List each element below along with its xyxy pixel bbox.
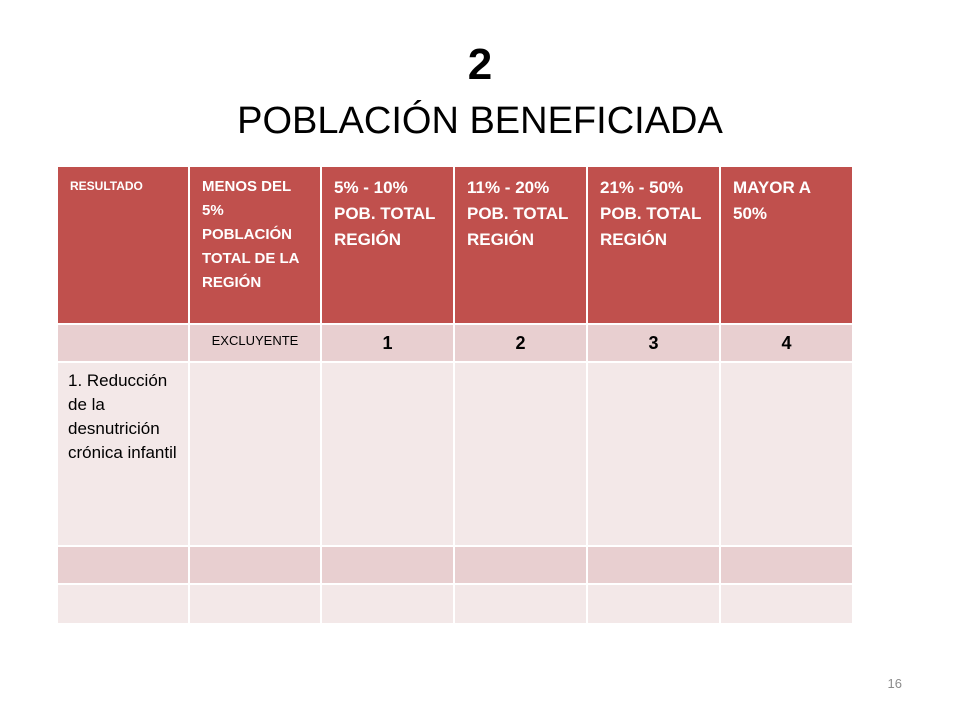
slide-title: 2 POBLACIÓN BENEFICIADA <box>0 38 960 146</box>
table-cell <box>719 583 854 625</box>
header-cell-resultado: RESULTADO <box>56 165 190 325</box>
table-cell <box>719 545 854 585</box>
table-cell <box>453 583 588 625</box>
table-cell <box>320 583 455 625</box>
level-cell-empty <box>56 323 190 363</box>
table-cell <box>586 361 721 547</box>
header-cell-menos-5: MENOS DEL 5% POBLACIÓN TOTAL DE LA REGIÓ… <box>188 165 322 325</box>
title-number: 2 <box>467 40 493 89</box>
level-cell-2: 2 <box>453 323 588 363</box>
header-cell-mayor-50: MAYOR A 50% <box>719 165 854 325</box>
table-cell <box>56 545 190 585</box>
table-cell <box>586 583 721 625</box>
header-cell-21-50: 21% - 50% POB. TOTAL REGIÓN <box>586 165 721 325</box>
table-cell <box>56 583 190 625</box>
title-text: POBLACIÓN BENEFICIADA <box>237 100 723 142</box>
table-cell <box>719 361 854 547</box>
header-cell-5-10: 5% - 10% POB. TOTAL REGIÓN <box>320 165 455 325</box>
table-cell <box>453 545 588 585</box>
table-cell <box>188 583 322 625</box>
evaluation-table: RESULTADO MENOS DEL 5% POBLACIÓN TOTAL D… <box>56 165 854 625</box>
page-number: 16 <box>887 676 902 691</box>
table-row <box>56 583 854 625</box>
levels-row: EXCLUYENTE 1 2 3 4 <box>56 323 854 363</box>
table-cell <box>586 545 721 585</box>
table-row: 1. Reducción de la desnutrición crónica … <box>56 361 854 547</box>
table-cell <box>453 361 588 547</box>
table-cell <box>320 545 455 585</box>
header-row: RESULTADO MENOS DEL 5% POBLACIÓN TOTAL D… <box>56 165 854 325</box>
table-cell <box>188 361 322 547</box>
table-row <box>56 545 854 585</box>
header-cell-11-20: 11% - 20% POB. TOTAL REGIÓN <box>453 165 588 325</box>
result-cell: 1. Reducción de la desnutrición crónica … <box>56 361 190 547</box>
level-cell-3: 3 <box>586 323 721 363</box>
level-cell-excluyente: EXCLUYENTE <box>188 323 322 363</box>
level-cell-4: 4 <box>719 323 854 363</box>
table-cell <box>188 545 322 585</box>
table-cell <box>320 361 455 547</box>
level-cell-1: 1 <box>320 323 455 363</box>
